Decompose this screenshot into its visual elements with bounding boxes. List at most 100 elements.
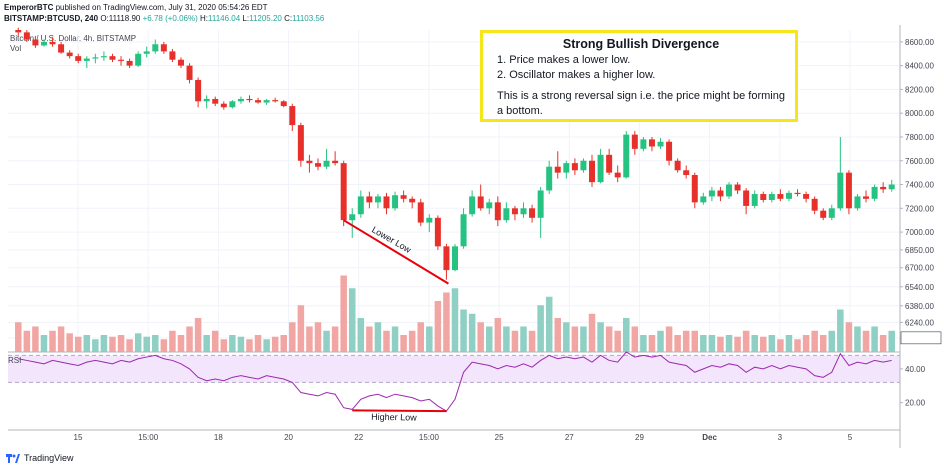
candle-body [863, 196, 870, 199]
volume-bar [92, 339, 99, 352]
volume-bar [237, 336, 245, 352]
candle-body [383, 196, 390, 209]
volume-bar [760, 336, 767, 352]
candle-body [700, 196, 707, 203]
candle-body [520, 208, 527, 215]
candle-body [340, 163, 347, 221]
volume-bar [700, 335, 707, 352]
vol-label: Vol [10, 44, 22, 53]
volume-bar [794, 339, 801, 352]
candle-body [152, 44, 159, 52]
candle-body [546, 166, 553, 191]
candle-body [280, 101, 287, 107]
volume-bar [725, 335, 733, 352]
volume-bar [819, 335, 827, 352]
volume-bar [845, 322, 853, 352]
candle-body [606, 154, 613, 173]
candle-body [297, 125, 304, 161]
volume-bar [837, 309, 844, 352]
candle-body [743, 190, 750, 206]
price-tick-label: 6850.00 [905, 246, 934, 255]
candle-body [32, 39, 39, 46]
volume-bar [66, 333, 73, 352]
volume-bar [802, 335, 810, 352]
ohlc-line: BITSTAMP:BTCUSD, 240 O:11118.90 +6.78 (+… [4, 14, 324, 23]
annotation-line-1: 1. Price makes a lower low. [497, 54, 631, 66]
volume-bar [83, 335, 91, 352]
footer: TradingView [6, 453, 74, 463]
candle-body [571, 163, 578, 171]
time-tick-label: 15 [74, 433, 83, 442]
candle-body [289, 106, 296, 126]
volume-bar [554, 318, 562, 352]
volume-bar [306, 326, 313, 352]
price-tick-label: 8400.00 [905, 62, 934, 71]
candle-body [854, 196, 861, 209]
volume-bar [211, 330, 219, 352]
h-value: 11146.04 [208, 14, 241, 23]
candle-body [760, 194, 767, 200]
candle-body [777, 194, 784, 199]
volume-bar [665, 326, 673, 352]
volume-bar [177, 335, 185, 352]
volume-bar [152, 335, 159, 352]
candle-body [109, 56, 116, 60]
volume-bar [477, 322, 484, 352]
candle-body [332, 160, 339, 164]
candle-body [785, 192, 792, 199]
candle-body [434, 217, 441, 247]
time-tick-label: Dec [702, 433, 717, 442]
time-tick-label: 22 [354, 433, 363, 442]
candle-body [409, 198, 416, 203]
author-name: EmperorBTC [4, 3, 54, 12]
volume-bar [503, 326, 510, 352]
volume-bar [828, 330, 836, 352]
volume-bar [254, 335, 262, 352]
volume-bar [785, 335, 793, 352]
volume-bar [485, 326, 493, 352]
time-tick-label: 20 [284, 433, 293, 442]
price-tick-label: 8000.00 [905, 109, 934, 118]
volume-bar [708, 335, 716, 352]
volume-bar [229, 335, 236, 352]
candle-body [366, 196, 373, 203]
volume-bar [588, 313, 596, 352]
volume-bar [537, 305, 544, 352]
candle-body [537, 190, 544, 218]
price-tick-label: 6540.00 [905, 283, 934, 292]
price-tick-label: 7400.00 [905, 181, 934, 190]
candle-body [135, 53, 142, 66]
candle-body [443, 246, 450, 271]
volume-bar [614, 330, 621, 352]
series-title: Bitcoin / U.S. Dollar, 4h, BITSTAMP [10, 34, 137, 43]
volume-bar [314, 322, 322, 352]
volume-bar [451, 288, 459, 352]
lower-low-trendline [343, 219, 449, 285]
candle-body [237, 98, 244, 102]
time-tick-label: 29 [635, 433, 644, 442]
candle-body [631, 134, 638, 149]
volume-bar [417, 322, 425, 352]
volume-bar [888, 330, 895, 352]
candle-body [169, 51, 176, 60]
volume-bar [280, 335, 287, 352]
candle-body [871, 186, 878, 199]
volume-bar [32, 326, 39, 352]
volume-bar [734, 336, 741, 352]
volume-bar [777, 339, 784, 352]
volume-bar [511, 330, 519, 352]
volume-bar [545, 296, 553, 352]
rsi-line [18, 351, 892, 412]
volume-bar [40, 335, 48, 352]
volume-bar [109, 336, 116, 352]
time-tick-label: 18 [214, 433, 223, 442]
candle-body [888, 184, 895, 190]
higher-low-trendline [352, 409, 447, 413]
candle-body [503, 208, 510, 221]
volume-bar [751, 335, 758, 352]
volume-bar [348, 288, 356, 352]
volume-bar [597, 322, 604, 352]
price-tick-label: 7200.00 [905, 204, 934, 213]
rsi-label: RSI [8, 356, 22, 365]
